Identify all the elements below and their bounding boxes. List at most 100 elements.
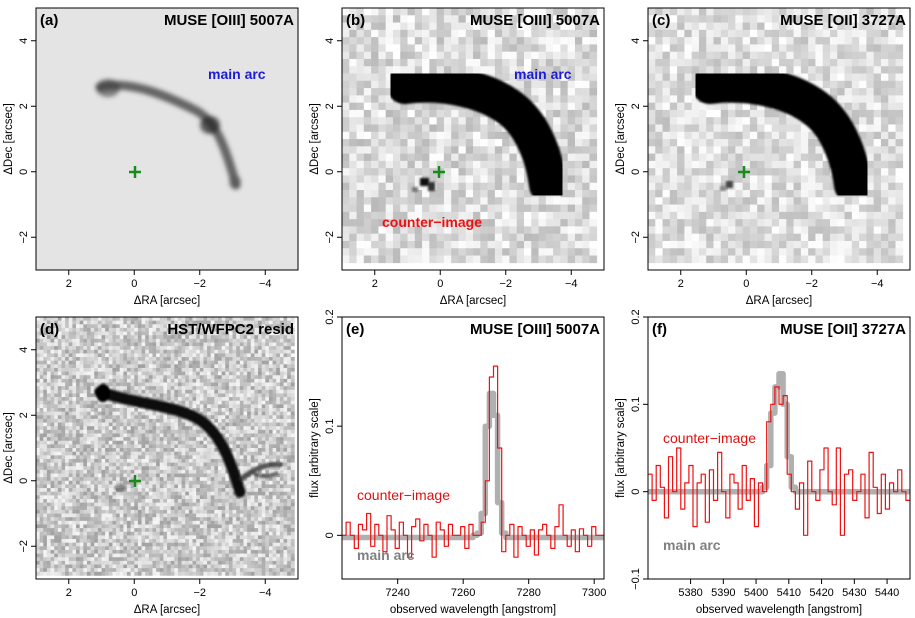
- image-pixel: [83, 400, 88, 405]
- image-pixel: [662, 139, 671, 147]
- image-pixel: [86, 422, 91, 427]
- image-pixel: [669, 153, 678, 162]
- image-pixel: [502, 8, 510, 16]
- image-pixel: [86, 553, 91, 558]
- image-pixel: [83, 560, 88, 565]
- image-pixel: [68, 378, 73, 383]
- image-pixel: [94, 415, 99, 420]
- image-pixel: [895, 139, 904, 147]
- image-pixel: [116, 346, 121, 351]
- image-pixel: [46, 553, 51, 558]
- image-pixel: [79, 520, 84, 525]
- image-pixel: [735, 190, 743, 198]
- image-pixel: [86, 495, 91, 500]
- image-pixel: [487, 204, 496, 213]
- image-pixel: [400, 211, 408, 220]
- image-pixel: [808, 190, 816, 198]
- image-pixel: [86, 557, 91, 562]
- image-pixel: [134, 360, 139, 365]
- image-pixel: [516, 190, 525, 198]
- image-pixel: [684, 44, 692, 52]
- image-pixel: [68, 440, 73, 445]
- image-pixel: [57, 448, 62, 452]
- image-pixel: [531, 22, 539, 31]
- image-pixel: [83, 549, 88, 554]
- image-pixel: [655, 240, 663, 249]
- image-pixel: [793, 131, 802, 140]
- image-pixel: [119, 528, 124, 533]
- image-pixel: [141, 317, 146, 321]
- image-pixel: [400, 226, 408, 234]
- image-pixel: [65, 418, 70, 423]
- image-pixel: [83, 375, 88, 380]
- image-pixel: [46, 324, 51, 329]
- image-pixel: [152, 448, 157, 452]
- image-pixel: [392, 15, 401, 23]
- image-pixel: [684, 51, 692, 60]
- image-pixel: [54, 335, 59, 340]
- image-pixel: [706, 37, 714, 45]
- image-pixel: [757, 197, 765, 205]
- image-pixel: [487, 139, 496, 147]
- image-pixel: [108, 418, 113, 423]
- image-pixel: [808, 131, 816, 140]
- image-pixel: [130, 389, 135, 394]
- image-pixel: [443, 131, 452, 140]
- image-pixel: [46, 382, 51, 387]
- image-pixel: [156, 364, 161, 369]
- image-pixel: [407, 248, 416, 256]
- image-pixel: [677, 197, 685, 205]
- image-pixel: [487, 153, 496, 162]
- image-pixel: [342, 22, 350, 31]
- image-pixel: [582, 58, 590, 67]
- image-pixel: [39, 549, 44, 554]
- image-pixel: [116, 320, 121, 325]
- image-pixel: [713, 22, 722, 31]
- image-pixel: [436, 153, 445, 162]
- image-pixel: [50, 331, 55, 336]
- image-pixel: [152, 389, 157, 394]
- image-pixel: [808, 204, 816, 213]
- image-pixel: [436, 15, 445, 23]
- image-pixel: [39, 364, 44, 369]
- image-pixel: [130, 324, 135, 329]
- image-pixel: [36, 469, 40, 474]
- image-pixel: [436, 240, 445, 249]
- image-pixel: [888, 88, 896, 96]
- image-pixel: [50, 386, 55, 391]
- image-pixel: [808, 182, 816, 191]
- image-pixel: [560, 58, 568, 67]
- image-pixel: [76, 404, 80, 409]
- image-pixel: [134, 320, 139, 325]
- image-pixel: [545, 15, 554, 23]
- image-pixel: [669, 211, 678, 220]
- image-pixel: [90, 455, 95, 460]
- image-pixel: [61, 517, 66, 522]
- image-pixel: [101, 462, 106, 467]
- image-pixel: [589, 95, 598, 103]
- image-pixel: [123, 342, 128, 347]
- image-pixel: [127, 317, 131, 321]
- image-pixel: [808, 146, 816, 154]
- image-pixel: [101, 571, 106, 576]
- image-pixel: [116, 386, 121, 391]
- image-pixel: [677, 44, 685, 52]
- image-pixel: [46, 335, 51, 340]
- image-pixel: [94, 320, 99, 325]
- image-pixel: [94, 349, 99, 354]
- image-pixel: [108, 466, 113, 471]
- image-pixel: [43, 462, 48, 467]
- image-pixel: [888, 37, 896, 45]
- image-pixel: [105, 404, 110, 409]
- image-pixel: [112, 502, 117, 507]
- image-pixel: [844, 8, 853, 16]
- image-pixel: [43, 477, 48, 482]
- image-pixel: [141, 415, 146, 420]
- image-pixel: [57, 484, 62, 489]
- image-pixel: [105, 422, 110, 427]
- image-pixel: [152, 571, 157, 576]
- image-pixel: [793, 211, 802, 220]
- image-pixel: [123, 546, 128, 551]
- image-pixel: [822, 51, 831, 60]
- image-pixel: [589, 109, 598, 118]
